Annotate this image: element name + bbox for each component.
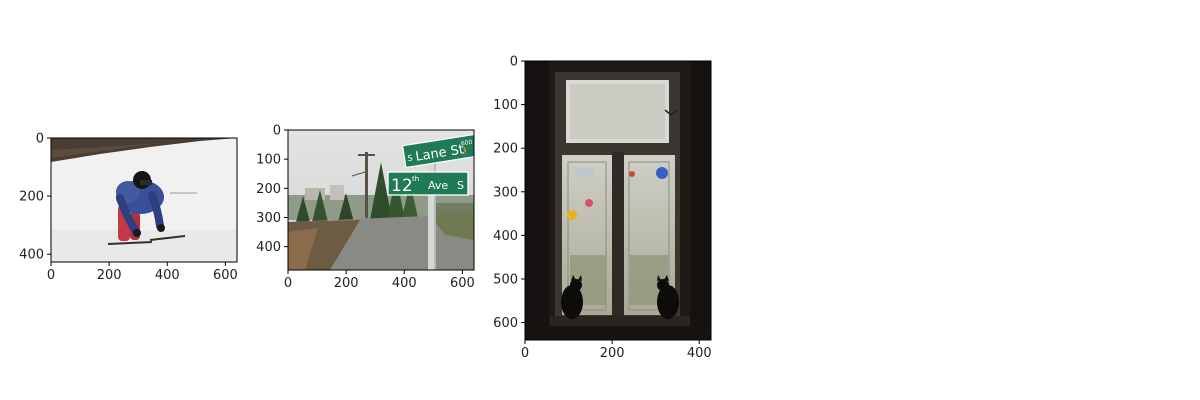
x-tick-label: 0 xyxy=(521,346,529,361)
y-tick-label: 500 xyxy=(493,272,518,287)
x-tick-label: 600 xyxy=(213,268,238,283)
y-tick-label: 100 xyxy=(493,98,518,113)
panel-street-sign: S Lane St 600 🚶 12 th Ave S 0 200 400 600 0 1… xyxy=(256,124,475,292)
y-tick-label: 300 xyxy=(493,185,518,200)
y-tick-label: 300 xyxy=(256,211,281,226)
upper-sign-prefix: S xyxy=(407,153,413,163)
skier-axes-frame xyxy=(50,137,238,263)
x-tick-label: 400 xyxy=(687,346,712,361)
pedestrian-icon: 🚶 xyxy=(459,144,472,158)
y-tick-label: 200 xyxy=(256,182,281,197)
window-cats-ticks: 0 200 400 0 100 200 300 400 500 600 xyxy=(493,55,711,362)
lower-sign-street: Ave xyxy=(428,179,448,192)
x-tick-label: 400 xyxy=(392,276,417,291)
street-sign-photo: S Lane St 600 🚶 12 th Ave S xyxy=(288,130,474,270)
x-tick-label: 200 xyxy=(334,276,359,291)
x-tick-label: 200 xyxy=(97,268,122,283)
y-tick-label: 200 xyxy=(19,190,44,205)
y-tick-label: 100 xyxy=(256,153,281,168)
x-tick-label: 0 xyxy=(284,276,292,291)
y-tick-label: 400 xyxy=(493,229,518,244)
y-tick-label: 200 xyxy=(493,142,518,157)
upper-sign-number: 600 xyxy=(460,139,473,148)
street-sign-ticks: 0 200 400 600 0 100 200 300 400 xyxy=(256,124,475,292)
x-tick-label: 600 xyxy=(450,276,475,291)
skier-ticks: 0 200 400 600 0 200 400 xyxy=(19,132,238,284)
window-cats-photo xyxy=(525,61,711,340)
y-tick-label: 0 xyxy=(273,124,281,139)
y-tick-label: 400 xyxy=(19,248,44,263)
lower-sign-direction: S xyxy=(457,179,464,192)
x-tick-label: 200 xyxy=(600,346,625,361)
y-tick-label: 0 xyxy=(36,132,44,147)
panel-skier: 0 200 400 600 0 200 400 xyxy=(19,132,238,284)
lower-sign-number: 12 xyxy=(391,176,413,196)
window-cats-axes-frame xyxy=(524,60,712,341)
x-tick-label: 400 xyxy=(155,268,180,283)
y-tick-label: 600 xyxy=(493,316,518,331)
street-sign-axes-frame xyxy=(287,129,475,271)
y-tick-label: 0 xyxy=(510,55,518,70)
panel-window-cats: 0 200 400 0 100 200 300 400 500 600 xyxy=(493,55,711,362)
skier-photo xyxy=(51,138,237,262)
x-tick-label: 0 xyxy=(47,268,55,283)
y-tick-label: 400 xyxy=(256,240,281,255)
lower-sign-suffix: th xyxy=(412,175,419,183)
